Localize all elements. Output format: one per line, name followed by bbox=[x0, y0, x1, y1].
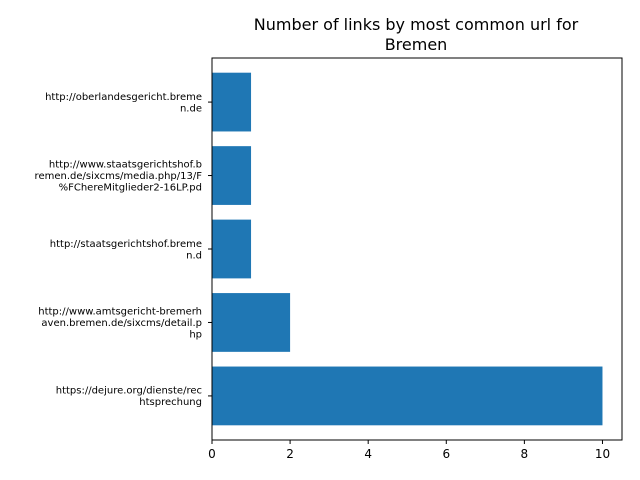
x-tick-label-1: 2 bbox=[286, 447, 294, 461]
y-tick-label-3-0: http://www.staatsgerichtshof.b bbox=[49, 160, 202, 171]
x-tick-label-3: 6 bbox=[442, 447, 450, 461]
y-tick-label-1-1: aven.bremen.de/sixcms/detail.p bbox=[41, 318, 202, 329]
x-axis-ticks: 0 2 4 6 8 10 bbox=[208, 440, 610, 461]
x-tick-label-5: 10 bbox=[595, 447, 610, 461]
y-tick-label-3-2: %FChereMitglieder2-16LP.pd bbox=[59, 183, 202, 194]
y-tick-label-0-1: htsprechung bbox=[139, 397, 202, 408]
y-tick-label-4-1: n.de bbox=[180, 103, 202, 114]
chart-title-line-2: Bremen bbox=[385, 35, 448, 54]
y-tick-label-4-0: http://oberlandesgericht.breme bbox=[45, 92, 202, 103]
y-tick-label-3-1: remen.de/sixcms/media.php/13/F bbox=[35, 171, 203, 182]
x-tick-label-2: 4 bbox=[364, 447, 372, 461]
y-tick-label-0-0: https://dejure.org/dienste/rec bbox=[56, 386, 202, 397]
bars-group bbox=[212, 72, 603, 426]
bar-4 bbox=[212, 72, 252, 132]
bar-0 bbox=[212, 366, 603, 426]
y-tick-label-1-0: http://www.amtsgericht-bremerh bbox=[38, 306, 202, 317]
bar-3 bbox=[212, 146, 252, 205]
y-tick-label-2-0: http://staatsgerichtshof.breme bbox=[50, 239, 202, 250]
x-tick-label-0: 0 bbox=[208, 447, 216, 461]
y-tick-label-1-2: hp bbox=[189, 329, 202, 340]
x-tick-label-4: 8 bbox=[521, 447, 529, 461]
y-axis-ticks: https://dejure.org/dienste/rechtsprechun… bbox=[35, 92, 212, 408]
plot-frame bbox=[211, 57, 623, 441]
y-tick-label-2-1: n.d bbox=[186, 250, 202, 261]
chart-title-line-1: Number of links by most common url for bbox=[254, 15, 579, 34]
bar-1 bbox=[212, 293, 291, 352]
bar-2 bbox=[212, 219, 252, 279]
